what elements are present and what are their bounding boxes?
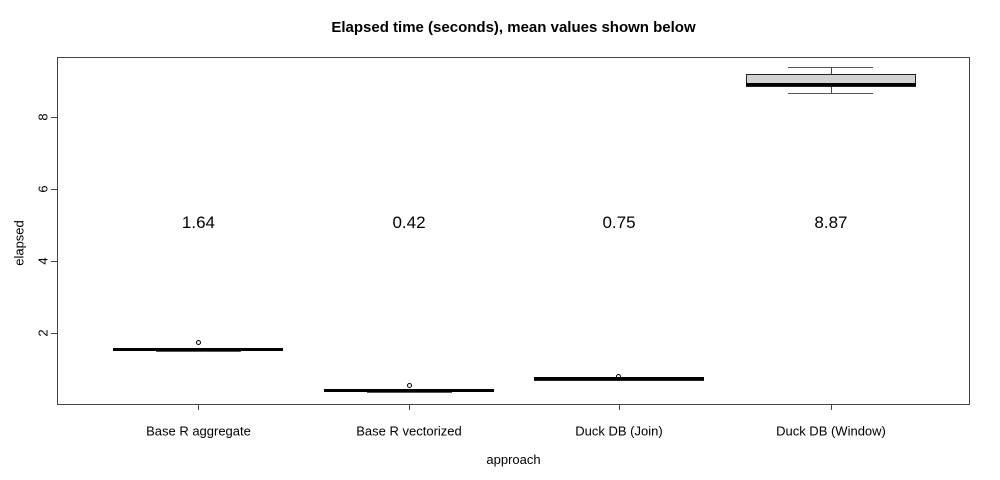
y-tick-label: 8 [35, 112, 51, 121]
category-label: Duck DB (Join) [575, 423, 663, 439]
y-tick [51, 188, 58, 190]
mean-value-label: 1.64 [181, 213, 216, 233]
y-axis-title: elapsed [11, 220, 27, 266]
median-line [113, 347, 284, 351]
whisker-cap-lower [788, 92, 874, 94]
median-line [533, 377, 704, 381]
outlier-point [616, 373, 622, 379]
chart-title: Elapsed time (seconds), mean values show… [331, 19, 696, 36]
y-tick-label: 6 [35, 184, 51, 193]
whisker-upper [830, 66, 832, 74]
x-tick [830, 404, 832, 410]
category-label: Duck DB (Window) [776, 423, 886, 439]
x-tick [198, 404, 200, 410]
median-line [324, 388, 494, 392]
y-tick-label: 4 [35, 256, 51, 265]
x-axis-title: approach [486, 452, 541, 467]
y-tick [51, 260, 58, 262]
y-tick [51, 116, 58, 118]
mean-value-label: 8.87 [814, 213, 848, 233]
plot-area: 2 4 6 8 1.64 Base R aggregate 0.42 Base R vecto… [36, 57, 970, 439]
outlier-point [406, 382, 412, 388]
median-line [745, 82, 916, 86]
y-tick-label: 2 [35, 328, 51, 337]
y-tick [51, 332, 58, 334]
outlier-point [195, 340, 201, 346]
whisker-lower [830, 86, 832, 93]
x-tick [618, 404, 620, 410]
category-label: Base R vectorized [356, 423, 462, 439]
whisker-cap-lower [155, 350, 241, 352]
x-tick [409, 404, 410, 410]
mean-value-label: 0.42 [392, 213, 426, 233]
category-label: Base R aggregate [146, 423, 251, 439]
mean-value-label: 0.75 [602, 213, 636, 233]
